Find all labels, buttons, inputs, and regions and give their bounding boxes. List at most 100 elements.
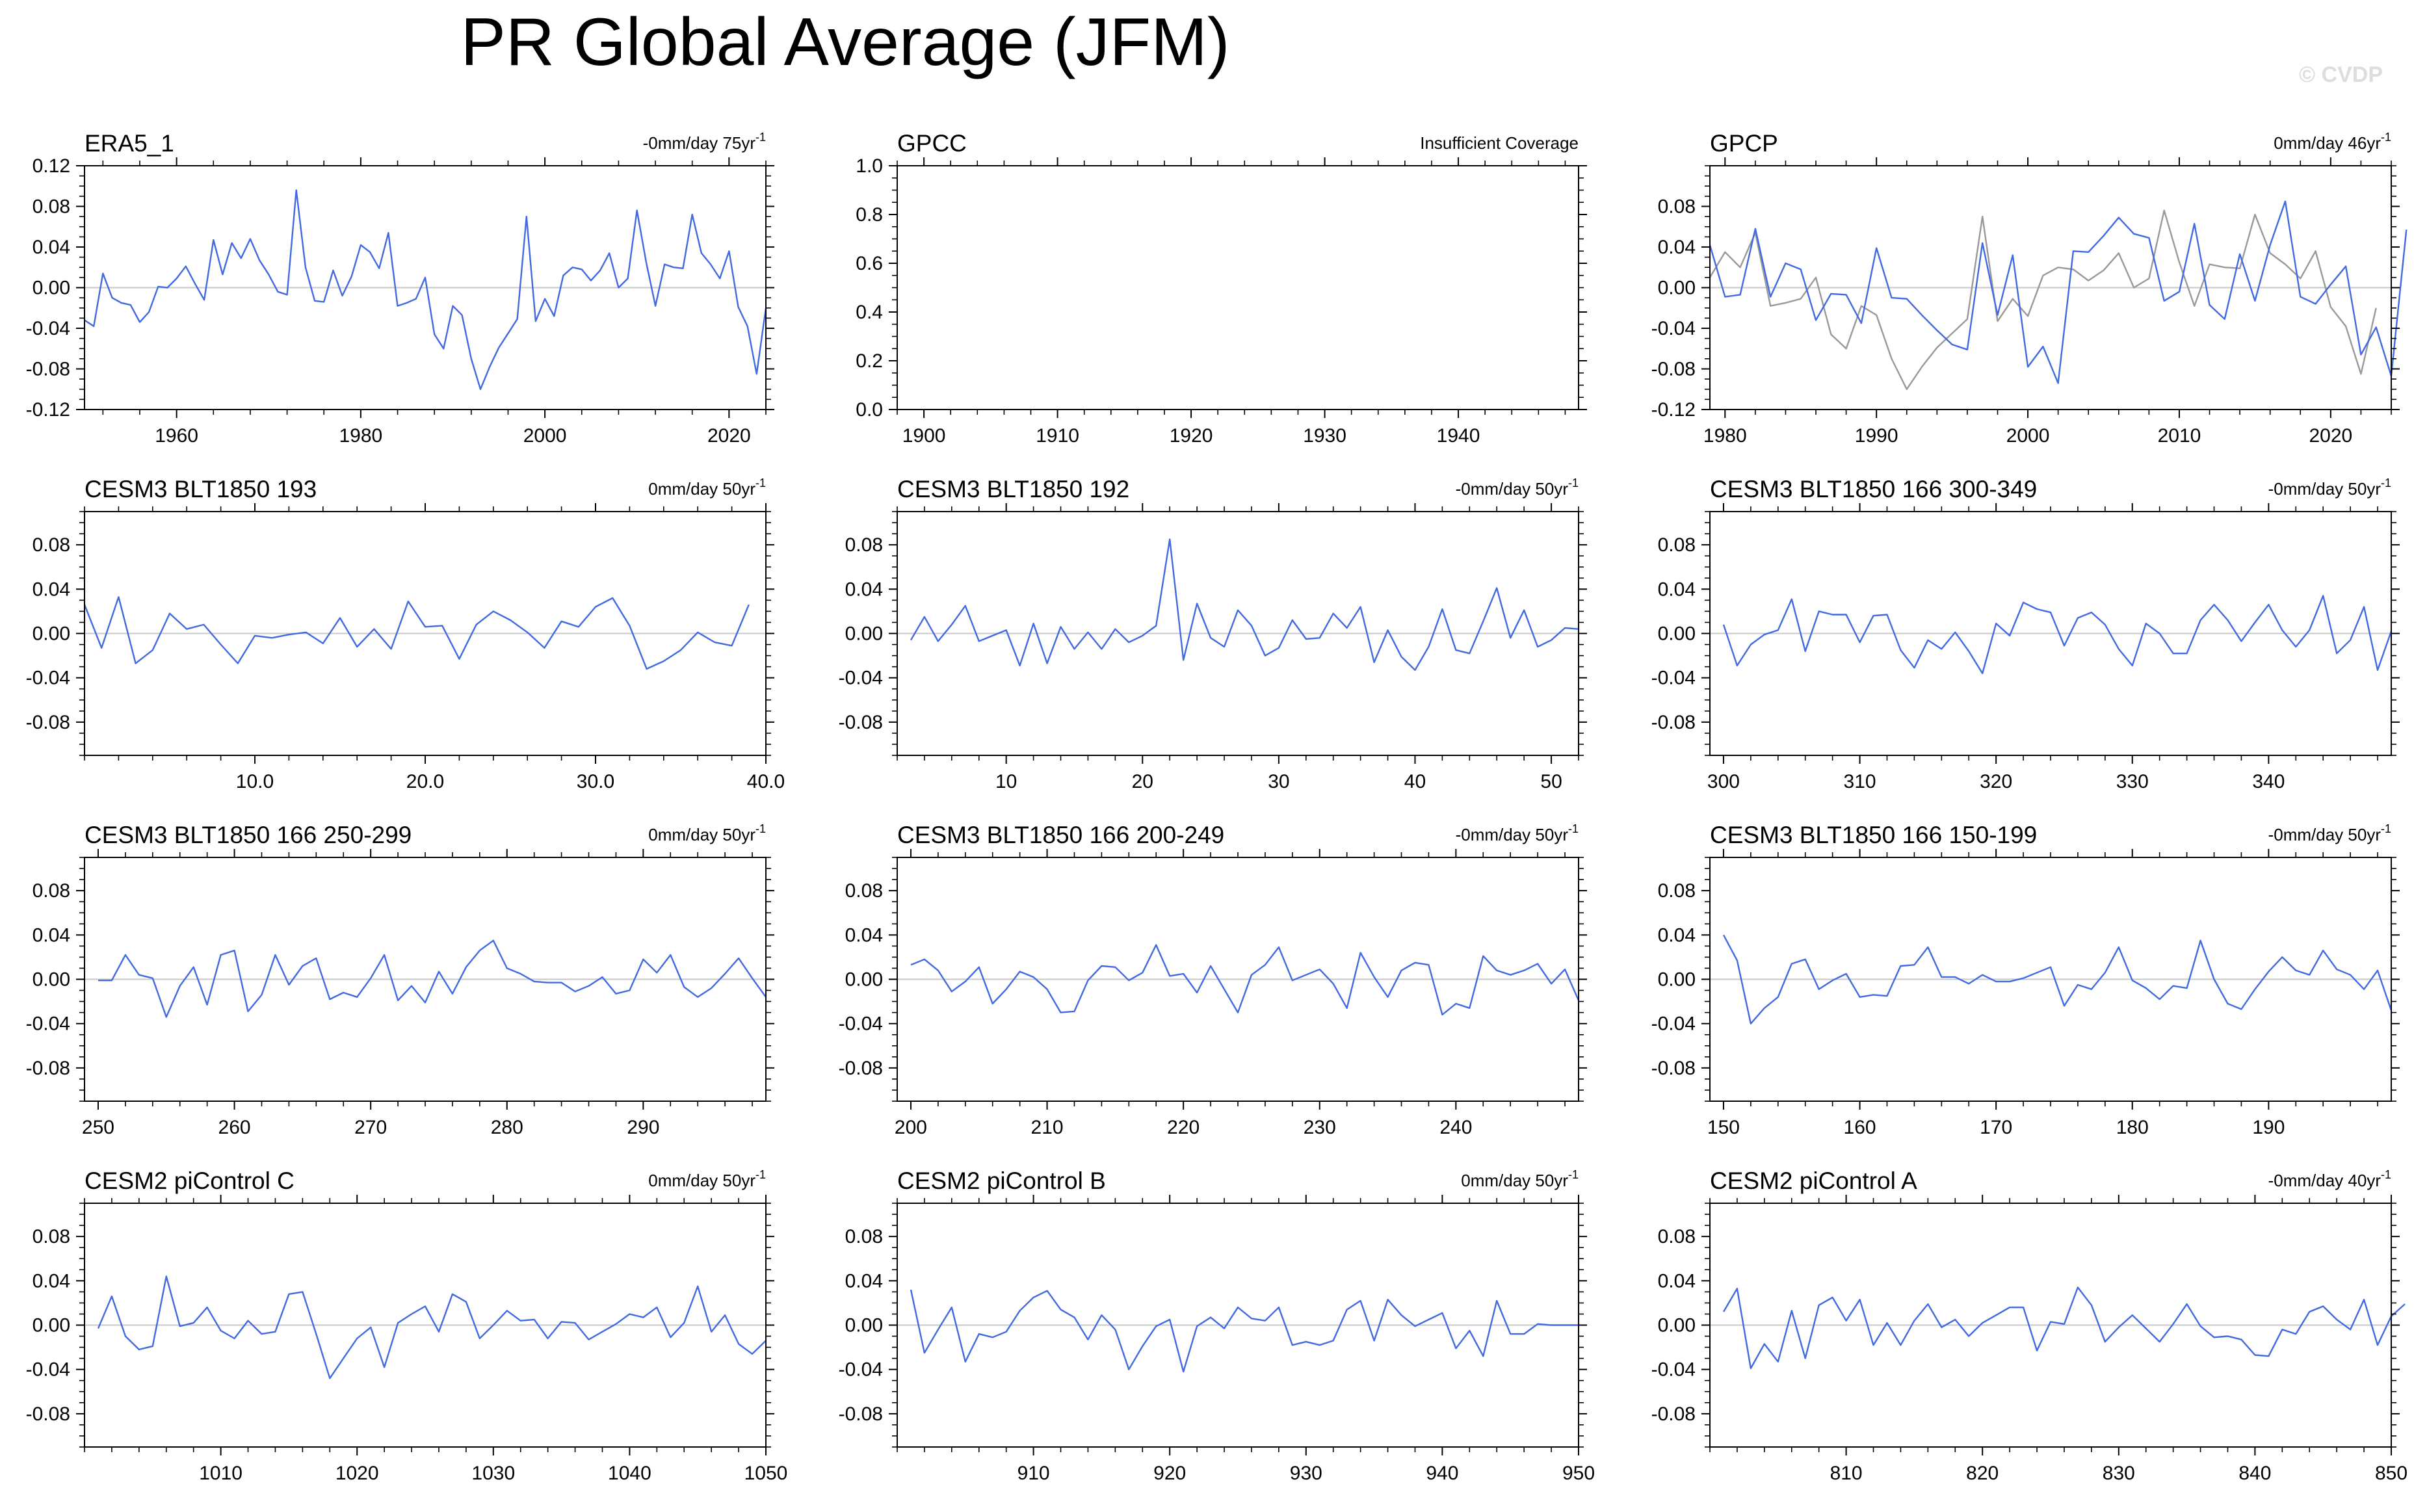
y-tick-label: 0.2	[856, 350, 883, 372]
y-tick-label: 0.08	[1658, 880, 1696, 902]
x-tick-label: 220	[1167, 1117, 1200, 1138]
y-tick-label: 0.12	[33, 155, 70, 177]
panel-trend-exponent: -1	[755, 131, 766, 144]
y-tick-label: 0.00	[1658, 969, 1696, 991]
x-tick-label: 10.0	[236, 771, 274, 792]
series-line-1	[910, 538, 1579, 671]
x-tick-label: 190	[2252, 1117, 2285, 1138]
x-tick-label: 950	[1562, 1463, 1595, 1484]
series-line-1	[1722, 934, 2393, 1024]
x-tick-label: 910	[1017, 1463, 1050, 1484]
x-tick-label: 40	[1404, 771, 1426, 792]
x-tick-label: 1020	[335, 1463, 379, 1484]
panel-trend: -0mm/day 75yr-1	[643, 131, 766, 153]
panel-trend: -0mm/day 40yr-1	[2268, 1168, 2391, 1190]
y-tick-label: 0.08	[1658, 534, 1696, 556]
x-tick-label: 290	[627, 1117, 659, 1138]
panel-trend-exponent: -1	[2381, 131, 2391, 144]
x-tick-label: 1980	[1703, 425, 1747, 447]
x-tick-label: 330	[2116, 771, 2149, 792]
series-line-1	[910, 944, 1580, 1016]
x-tick-label: 1040	[608, 1463, 651, 1484]
series-line-1	[910, 1289, 1579, 1373]
x-tick-label: 2000	[2006, 425, 2050, 447]
panel-12: CESM2 piControl A -0mm/day 40yr-1 810 820 83…	[1651, 1167, 2407, 1484]
panel-9: CESM3 BLT1850 166 150-199 -0mm/day 50yr-1…	[1651, 822, 2400, 1138]
x-tick-label: 1980	[339, 425, 382, 447]
panel-trend: 0mm/day 50yr-1	[648, 1168, 766, 1190]
panel-title: CESM2 piControl B	[897, 1167, 1106, 1194]
panel-trend-value: 0mm/day 50yr	[648, 825, 755, 844]
x-tick-label: 2010	[2158, 425, 2201, 447]
x-tick-label: 320	[1980, 771, 2012, 792]
y-tick-label: -0.04	[1651, 1359, 1696, 1381]
panel-trend: -0mm/day 50yr-1	[2268, 476, 2391, 499]
panel-trend-value: 0mm/day 50yr	[648, 479, 755, 499]
panel-3: GPCP 0mm/day 46yr-1 1980 1990 2000 2010 2020 -0…	[1651, 130, 2407, 447]
panel-trend-exponent: -1	[1568, 1168, 1579, 1181]
y-tick-label: -0.08	[26, 712, 70, 733]
panel-trend-value: -0mm/day 50yr	[1456, 479, 1569, 499]
panel-trend-value: -0mm/day 75yr	[643, 133, 756, 153]
y-tick-label: 0.08	[1658, 196, 1696, 218]
y-tick-label: 0.08	[33, 1226, 70, 1247]
y-tick-label: 0.04	[845, 924, 883, 946]
watermark: © CVDP	[2299, 62, 2383, 87]
y-tick-label: 0.00	[1658, 623, 1696, 645]
panel-11: CESM2 piControl B 0mm/day 50yr-1 910 920 930…	[839, 1167, 1595, 1484]
x-tick-label: 1910	[1036, 425, 1079, 447]
panel-title: GPCC	[897, 130, 967, 157]
figure-title: PR Global Average (JFM)	[461, 5, 1230, 80]
panel-trend: 0mm/day 46yr-1	[2274, 131, 2391, 153]
y-tick-label: 0.04	[845, 1270, 883, 1292]
y-tick-label: -0.08	[1651, 359, 1696, 380]
series-line-1	[97, 1275, 767, 1379]
y-tick-label: 0.00	[33, 278, 70, 299]
x-tick-label: 30	[1268, 771, 1289, 792]
x-tick-label: 210	[1031, 1117, 1064, 1138]
y-tick-label: -0.12	[1651, 399, 1696, 421]
panel-trend-exponent: -1	[2381, 1168, 2391, 1181]
panel-trend-value: 0mm/day 46yr	[2274, 133, 2381, 153]
x-tick-label: 1990	[1855, 425, 1898, 447]
series-line-1	[1709, 200, 2407, 384]
x-tick-label: 1030	[471, 1463, 515, 1484]
panel-trend-exponent: -1	[755, 476, 766, 489]
panel-trend: Insufficient Coverage	[1420, 133, 1579, 153]
y-tick-label: -0.08	[839, 712, 883, 733]
x-tick-label: 50	[1540, 771, 1562, 792]
panel-trend-exponent: -1	[2381, 476, 2391, 489]
y-tick-label: 0.08	[33, 534, 70, 556]
y-tick-label: 0.04	[33, 1270, 70, 1292]
x-tick-label: 340	[2252, 771, 2285, 792]
panel-trend-exponent: -1	[755, 1168, 766, 1181]
x-tick-label: 920	[1153, 1463, 1186, 1484]
panel-title: CESM3 BLT1850 193	[85, 476, 317, 502]
panel-trend-value: 0mm/day 50yr	[648, 1171, 755, 1190]
y-tick-label: 0.04	[1658, 237, 1696, 258]
panel-trend: 0mm/day 50yr-1	[648, 476, 766, 499]
y-tick-label: 0.04	[1658, 579, 1696, 600]
panel-7: CESM3 BLT1850 166 250-299 0mm/day 50yr-1 2…	[26, 822, 774, 1138]
x-tick-label: 2000	[523, 425, 567, 447]
y-tick-label: 0.00	[33, 969, 70, 991]
panel-trend-value: -0mm/day 40yr	[2268, 1171, 2381, 1190]
series-line-2	[1709, 209, 2377, 390]
x-tick-label: 260	[218, 1117, 251, 1138]
y-tick-label: -0.04	[1651, 1013, 1696, 1035]
y-tick-label: 0.00	[845, 969, 883, 991]
panel-4: CESM3 BLT1850 193 0mm/day 50yr-1 10.0 20.0 3…	[26, 476, 785, 792]
x-tick-label: 1050	[744, 1463, 788, 1484]
x-tick-label: 820	[1966, 1463, 1999, 1484]
panel-trend-value: -0mm/day 50yr	[1456, 825, 1569, 844]
x-tick-label: 20	[1132, 771, 1153, 792]
panel-title: CESM3 BLT1850 192	[897, 476, 1129, 502]
x-tick-label: 1960	[155, 425, 198, 447]
panel-trend-exponent: -1	[1568, 476, 1579, 489]
y-tick-label: 0.08	[33, 196, 70, 218]
y-tick-label: -0.04	[26, 1359, 70, 1381]
x-tick-label: 310	[1844, 771, 1876, 792]
y-tick-label: 0.00	[1658, 1315, 1696, 1336]
panel-title: CESM3 BLT1850 166 200-249	[897, 822, 1224, 848]
y-tick-label: 0.08	[845, 534, 883, 556]
